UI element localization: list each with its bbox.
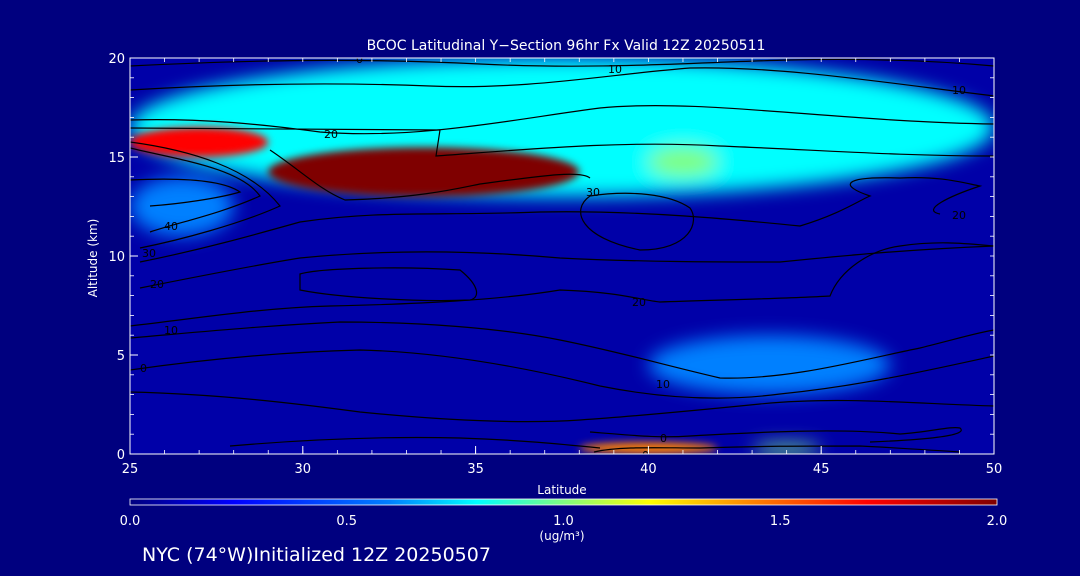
contour-line [589, 427, 962, 443]
colorbar [129, 498, 998, 506]
contour-line [130, 242, 994, 327]
concentration-region [130, 176, 234, 237]
contour-label: 30 [142, 247, 156, 260]
contour-label: 40 [164, 220, 178, 233]
contour-line [130, 105, 994, 135]
contour-line [130, 321, 994, 379]
x-tick-label: 25 [122, 462, 139, 477]
contour-line [130, 391, 994, 423]
x-tick-label: 50 [986, 462, 1003, 477]
y-tick-label: 10 [108, 250, 125, 265]
contour-label: 10 [164, 324, 178, 337]
contour-labels: 0 10 10 20 30 20 40 30 20 10 0 20 10 0 0 [140, 53, 966, 462]
plot-area: 0 10 10 20 30 20 40 30 20 10 0 20 10 0 0 [130, 53, 994, 462]
contour-line [580, 192, 695, 251]
colorbar-tick-label: 0.5 [336, 514, 357, 529]
x-axis-ticks: 25 30 35 40 45 50 [122, 58, 1003, 477]
x-axis-label: Latitude [537, 483, 586, 497]
contour-line [130, 147, 261, 233]
colorbar-ticks: 0.0 0.5 1.0 1.5 2.0 [120, 514, 1008, 529]
contour-label: 10 [952, 84, 966, 97]
concentration-region [268, 147, 580, 197]
contour-label: 20 [952, 209, 966, 222]
contour-line [593, 445, 961, 453]
colorbar-tick-label: 0.0 [120, 514, 141, 529]
y-axis-label: Altitude (km) [86, 219, 100, 298]
contour-line [139, 177, 983, 263]
y-axis-ticks: 0 5 10 15 20 [108, 52, 994, 463]
x-tick-label: 45 [813, 462, 830, 477]
concentration-region [130, 127, 269, 157]
contour-line [269, 149, 591, 201]
concentration-region [648, 335, 891, 395]
contour-line [299, 267, 478, 302]
contour-line [130, 127, 994, 157]
contour-label: 20 [150, 278, 164, 291]
contour-line [130, 58, 994, 67]
contour-label: 0 [356, 53, 363, 66]
contour-line [139, 245, 994, 289]
contour-line [130, 141, 281, 249]
contour-line [229, 436, 601, 449]
contour-line [130, 349, 994, 399]
contour-line [130, 67, 994, 97]
y-tick-label: 5 [117, 349, 125, 364]
contour-label: 30 [586, 186, 600, 199]
contour-line [130, 178, 242, 207]
colorbar-units: (ug/m³) [539, 529, 584, 543]
initialization-caption: NYC (74°W)Initialized 12Z 20250507 [142, 544, 491, 566]
colorbar-tick-label: 2.0 [987, 514, 1008, 529]
contour-label: 20 [324, 128, 338, 141]
contour-label: 0 [140, 362, 147, 375]
contour-label: 0 [642, 449, 649, 462]
x-tick-label: 30 [295, 462, 312, 477]
colorbar-tick-label: 1.5 [770, 514, 791, 529]
y-tick-label: 20 [108, 52, 125, 67]
y-tick-label: 0 [117, 448, 125, 463]
contour-label: 10 [608, 63, 622, 76]
contour-label: 10 [656, 378, 670, 391]
concentration-region [648, 147, 718, 177]
x-tick-label: 40 [640, 462, 657, 477]
contour-label: 0 [660, 432, 667, 445]
chart-title: BCOC Latitudinal Y−Section 96hr Fx Valid… [367, 38, 766, 54]
contour-lines [130, 58, 994, 453]
y-tick-label: 15 [108, 151, 125, 166]
colorbar-tick-label: 1.0 [553, 514, 574, 529]
contour-label: 20 [632, 296, 646, 309]
x-tick-label: 35 [467, 462, 484, 477]
